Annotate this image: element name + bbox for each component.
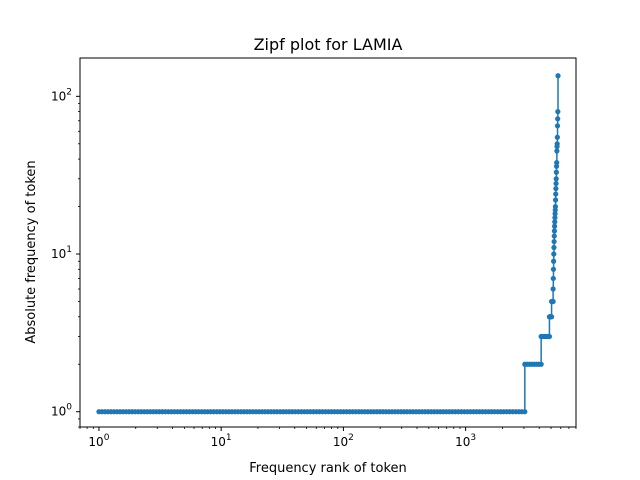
series-line: [98, 75, 559, 413]
data-point: [553, 191, 559, 197]
data-point: [550, 266, 557, 272]
ticks-layer: 100 101 102 103 100 101 102: [51, 87, 577, 449]
data-point: [552, 211, 558, 217]
data-point: [551, 228, 558, 234]
y-tick-label: 100: [51, 403, 72, 419]
x-tick-label: 102: [333, 433, 354, 449]
series-layer: [96, 73, 561, 415]
data-point: [551, 223, 558, 229]
data-point: [551, 251, 557, 257]
data-point: [555, 73, 561, 79]
data-point: [552, 197, 559, 203]
data-point: [553, 185, 559, 192]
x-axis-label: Frequency rank of token: [249, 461, 407, 476]
data-point: [554, 123, 561, 129]
data-point: [551, 238, 557, 245]
data-point: [550, 286, 556, 292]
data-point: [548, 314, 555, 320]
plot-frame: [79, 57, 577, 428]
data-point: [550, 275, 556, 282]
data-point: [522, 409, 528, 415]
chart-title: Zipf plot for LAMIA: [254, 35, 403, 54]
data-point: [552, 203, 559, 210]
data-point: [553, 180, 559, 187]
x-tick-label: 101: [211, 433, 232, 449]
data-point: [552, 215, 558, 221]
data-point: [553, 163, 560, 169]
y-tick-label: 102: [51, 87, 72, 103]
data-point: [550, 298, 556, 305]
data-point: [546, 333, 553, 340]
data-point: [555, 109, 561, 115]
data-point: [552, 219, 558, 225]
data-point: [551, 258, 557, 264]
data-point: [554, 141, 560, 147]
data-point: [551, 233, 557, 239]
data-point: [555, 116, 561, 122]
data-point: [554, 134, 560, 140]
y-axis-label: Absolute frequency of token: [24, 160, 39, 343]
data-point: [554, 148, 560, 154]
data-point: [553, 169, 559, 175]
data-point: [551, 244, 557, 251]
x-tick-label: 103: [455, 433, 476, 449]
x-tick-label: 100: [88, 433, 109, 449]
data-point: [538, 361, 544, 367]
y-tick-label: 101: [51, 245, 72, 261]
data-point: [554, 159, 560, 166]
data-point: [553, 176, 559, 182]
